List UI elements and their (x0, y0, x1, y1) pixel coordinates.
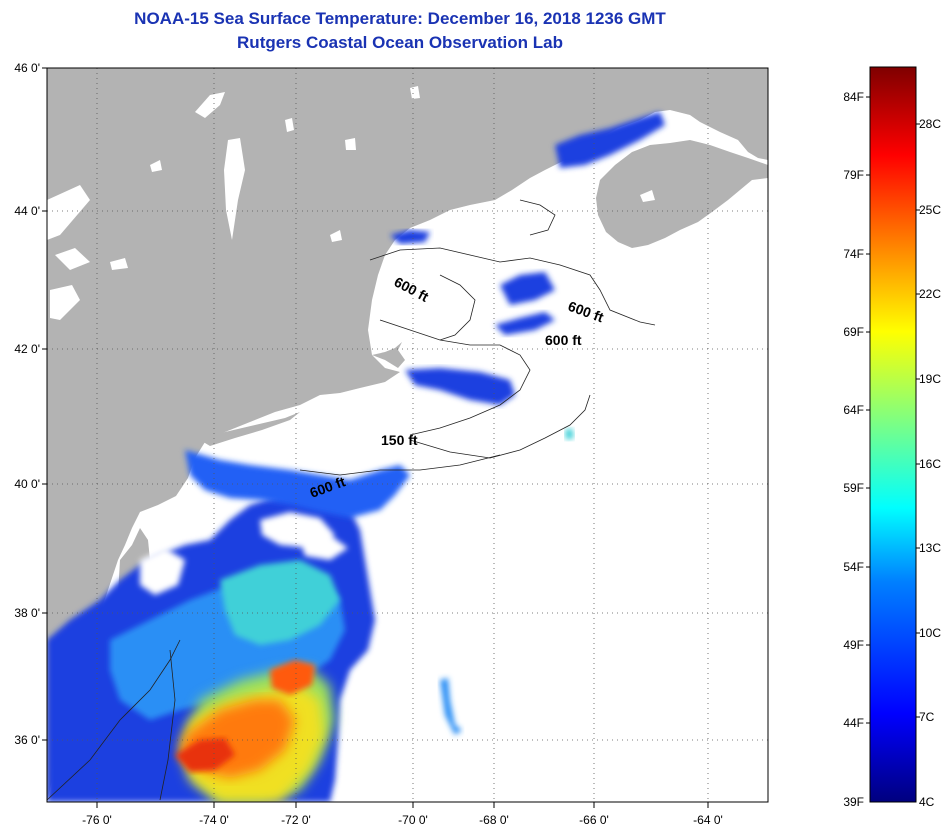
land-mainland (47, 68, 768, 802)
colorbar-label-f: 84F (843, 90, 864, 104)
cloud-mask (140, 512, 348, 595)
land-nova-scotia (596, 140, 768, 248)
colorbar-label-c: 10C (919, 626, 941, 640)
colorbar-gradient (869, 66, 917, 803)
lat-label: 40 0' (14, 477, 40, 491)
colorbar-label-c: 16C (919, 457, 941, 471)
colorbar-label-c: 19C (919, 372, 941, 386)
colorbar-label-c: 25C (919, 203, 941, 217)
sst-field (47, 112, 665, 802)
map-title: NOAA-15 Sea Surface Temperature: Decembe… (134, 9, 666, 28)
colorbar-label-c: 28C (919, 117, 941, 131)
lat-label: 46 0' (14, 61, 40, 75)
colorbar-label-c: 13C (919, 541, 941, 555)
bathymetry-contours (47, 199, 656, 801)
lon-label: -70 0' (398, 813, 428, 827)
lon-label: -68 0' (479, 813, 509, 827)
lon-label: -64 0' (693, 813, 723, 827)
lat-label: 36 0' (14, 733, 40, 747)
colorbar-label-f: 54F (843, 560, 864, 574)
colorbar-label-f: 39F (843, 795, 864, 809)
land-long-island (200, 412, 300, 446)
colorbar-label-f: 69F (843, 325, 864, 339)
lon-label: -76 0' (82, 813, 112, 827)
colorbar-label-f: 79F (843, 168, 864, 182)
lon-label: -74 0' (199, 813, 229, 827)
colorbar-label-f: 49F (843, 638, 864, 652)
lon-label: -72 0' (281, 813, 311, 827)
colorbar-label-c: 22C (919, 287, 941, 301)
map-subtitle: Rutgers Coastal Ocean Observation Lab (237, 33, 563, 52)
lat-label: 44 0' (14, 204, 40, 218)
land-cape-cod (372, 342, 405, 368)
colorbar-label-c: 7C (919, 710, 935, 724)
colorbar-label-c: 4C (919, 795, 935, 809)
contour-label: 150 ft (381, 432, 418, 448)
graticule (47, 68, 768, 802)
colorbar-label-f: 74F (843, 247, 864, 261)
colorbar-label-f: 64F (843, 403, 864, 417)
lat-label: 42 0' (14, 342, 40, 356)
map-frame (46, 67, 769, 803)
colorbar-label-f: 44F (843, 716, 864, 730)
land-lakes (47, 86, 655, 320)
colorbar-ticks (866, 96, 920, 724)
axis-ticks (42, 67, 709, 808)
lat-label: 38 0' (14, 606, 40, 620)
contour-label: 600 ft (545, 332, 582, 348)
colorbar-label-f: 59F (843, 481, 864, 495)
lon-label: -66 0' (579, 813, 609, 827)
